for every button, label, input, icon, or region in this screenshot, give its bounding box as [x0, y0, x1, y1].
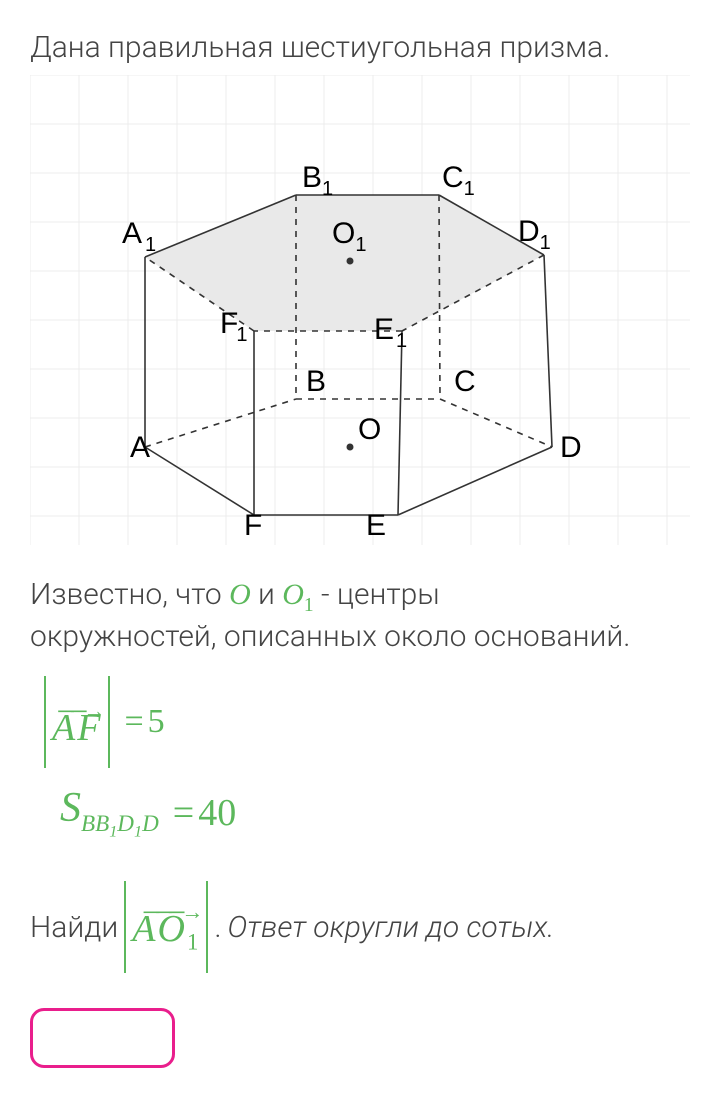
svg-text:B1: B1 [302, 161, 333, 200]
center-O1: O1 [282, 578, 313, 611]
svg-text:F: F [244, 509, 262, 542]
svg-text:A1: A1 [122, 217, 156, 256]
known-and: и [251, 577, 283, 612]
svg-text:E: E [366, 509, 386, 542]
svg-text:D: D [560, 431, 582, 464]
center-O: O [229, 578, 251, 611]
intro-text: Дана правильная шестиугольная призма. [30, 30, 689, 65]
eq1-rhs: =5 [120, 703, 164, 741]
find-prefix: Найди [30, 910, 118, 945]
known-part1b: - центры [314, 577, 440, 612]
prism-diagram: A1B1C1D1E1F1O1ABCDEFO [30, 75, 689, 549]
equation-area: SBB1D1D =40 [60, 784, 689, 841]
svg-text:C1: C1 [442, 161, 475, 200]
known-line-2: окружностей, описанных около оснований. [30, 619, 689, 654]
find-hint: Ответ округли до сотых. [228, 910, 555, 945]
equation-af: ──→ AF =5 [44, 676, 689, 768]
eq2-rhs: =40 [169, 791, 236, 835]
svg-text:A: A [130, 431, 150, 464]
vec-ao1-label: AO1 [132, 918, 200, 949]
svg-text:C: C [454, 365, 476, 398]
known-part1a: Известно, что [30, 577, 229, 612]
find-dot: . [214, 910, 221, 945]
vec-ao1-abs: ───→ AO1 [124, 881, 208, 973]
svg-text:B: B [306, 365, 326, 398]
prism-svg: A1B1C1D1E1F1O1ABCDEFO [30, 75, 690, 545]
find-line: Найди ───→ AO1 . Ответ округли до сотых. [30, 881, 689, 973]
svg-text:O: O [358, 413, 381, 446]
s-expr: SBB1D1D [60, 784, 159, 841]
vec-af-abs: ──→ AF [44, 676, 110, 768]
known-line-1: Известно, что O и O1 - центры [30, 574, 689, 619]
answer-input[interactable] [30, 1008, 175, 1068]
vec-af-label: AF [52, 717, 102, 740]
